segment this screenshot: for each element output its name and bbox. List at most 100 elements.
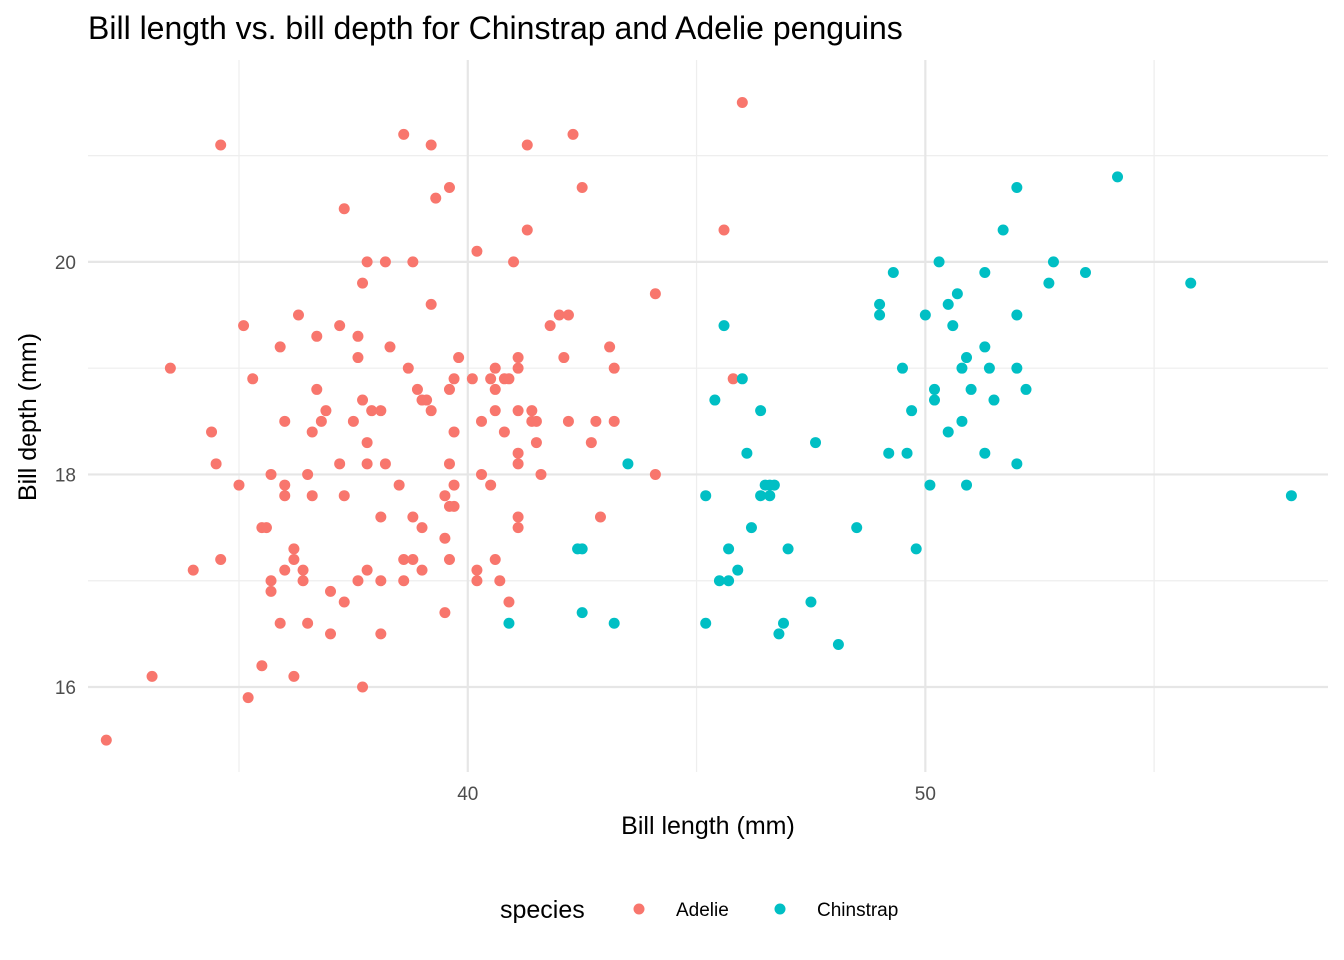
point-adelie (727, 373, 739, 385)
point-chinstrap (1043, 277, 1055, 289)
point-chinstrap (874, 298, 886, 310)
point-adelie (494, 575, 506, 587)
point-adelie (535, 468, 547, 480)
point-adelie (325, 628, 337, 640)
point-adelie (466, 373, 478, 385)
point-adelie (425, 298, 437, 310)
legend: species Adelie Chinstrap (500, 896, 898, 924)
point-adelie (238, 320, 250, 332)
point-chinstrap (1011, 182, 1023, 194)
point-adelie (320, 405, 332, 417)
point-adelie (274, 341, 286, 353)
point-adelie (489, 362, 501, 374)
point-chinstrap (919, 309, 931, 321)
point-adelie (306, 490, 318, 502)
point-adelie (347, 415, 359, 427)
point-adelie (357, 681, 369, 693)
point-adelie (558, 352, 570, 364)
point-adelie (288, 543, 300, 555)
point-chinstrap (718, 320, 730, 332)
point-adelie (315, 415, 327, 427)
point-chinstrap (951, 288, 963, 300)
point-adelie (338, 596, 350, 608)
point-adelie (512, 447, 524, 459)
point-adelie (489, 553, 501, 565)
point-chinstrap (745, 522, 757, 534)
point-adelie (357, 277, 369, 289)
y-axis-title: Bill depth (mm) (14, 333, 42, 501)
point-chinstrap (947, 320, 959, 332)
point-adelie (530, 437, 542, 449)
point-chinstrap (910, 543, 922, 555)
point-adelie (471, 564, 483, 576)
point-adelie (297, 564, 309, 576)
point-chinstrap (755, 405, 767, 417)
point-adelie (379, 256, 391, 268)
point-adelie (471, 245, 483, 257)
point-chinstrap (782, 543, 794, 555)
point-adelie (279, 479, 291, 491)
point-adelie (352, 575, 364, 587)
legend-label-chinstrap: Chinstrap (817, 900, 898, 921)
point-adelie (416, 564, 428, 576)
point-adelie (512, 458, 524, 470)
y-tick-label: 16 (55, 678, 76, 699)
point-adelie (361, 564, 373, 576)
point-adelie (398, 575, 410, 587)
point-adelie (187, 564, 199, 576)
point-adelie (288, 553, 300, 565)
point-chinstrap (777, 617, 789, 629)
y-tick-label: 20 (55, 253, 76, 274)
point-chinstrap (810, 437, 822, 449)
point-adelie (443, 383, 455, 395)
point-chinstrap (906, 405, 918, 417)
minor-gridlines (88, 60, 1328, 772)
point-chinstrap (736, 373, 748, 385)
point-adelie (297, 575, 309, 587)
point-adelie (443, 553, 455, 565)
point-adelie (334, 458, 346, 470)
point-chinstrap (764, 490, 776, 502)
point-adelie (334, 320, 346, 332)
point-adelie (338, 203, 350, 215)
data-points (100, 97, 1297, 746)
point-adelie (576, 182, 588, 194)
point-adelie (489, 383, 501, 395)
point-adelie (233, 479, 245, 491)
point-chinstrap (988, 394, 1000, 406)
point-adelie (471, 575, 483, 587)
point-adelie (544, 320, 556, 332)
point-adelie (562, 309, 574, 321)
point-adelie (448, 373, 460, 385)
point-chinstrap (965, 383, 977, 395)
point-chinstrap (1011, 362, 1023, 374)
point-adelie (384, 341, 396, 353)
point-adelie (292, 309, 304, 321)
point-adelie (215, 553, 227, 565)
point-adelie (508, 256, 520, 268)
point-adelie (485, 479, 497, 491)
point-chinstrap (741, 447, 753, 459)
point-adelie (361, 458, 373, 470)
point-adelie (512, 352, 524, 364)
point-adelie (489, 405, 501, 417)
point-chinstrap (1047, 256, 1059, 268)
point-adelie (562, 415, 574, 427)
point-chinstrap (700, 490, 712, 502)
point-chinstrap (979, 267, 991, 279)
point-adelie (512, 511, 524, 523)
point-adelie (325, 585, 337, 597)
point-chinstrap (956, 362, 968, 374)
major-gridlines (88, 60, 1328, 772)
point-adelie (279, 415, 291, 427)
point-chinstrap (887, 267, 899, 279)
point-adelie (448, 500, 460, 512)
point-chinstrap (832, 638, 844, 650)
point-chinstrap (709, 394, 721, 406)
point-chinstrap (576, 607, 588, 619)
point-chinstrap (928, 394, 940, 406)
point-adelie (407, 511, 419, 523)
point-adelie (425, 139, 437, 151)
point-chinstrap (983, 362, 995, 374)
point-adelie (398, 553, 410, 565)
